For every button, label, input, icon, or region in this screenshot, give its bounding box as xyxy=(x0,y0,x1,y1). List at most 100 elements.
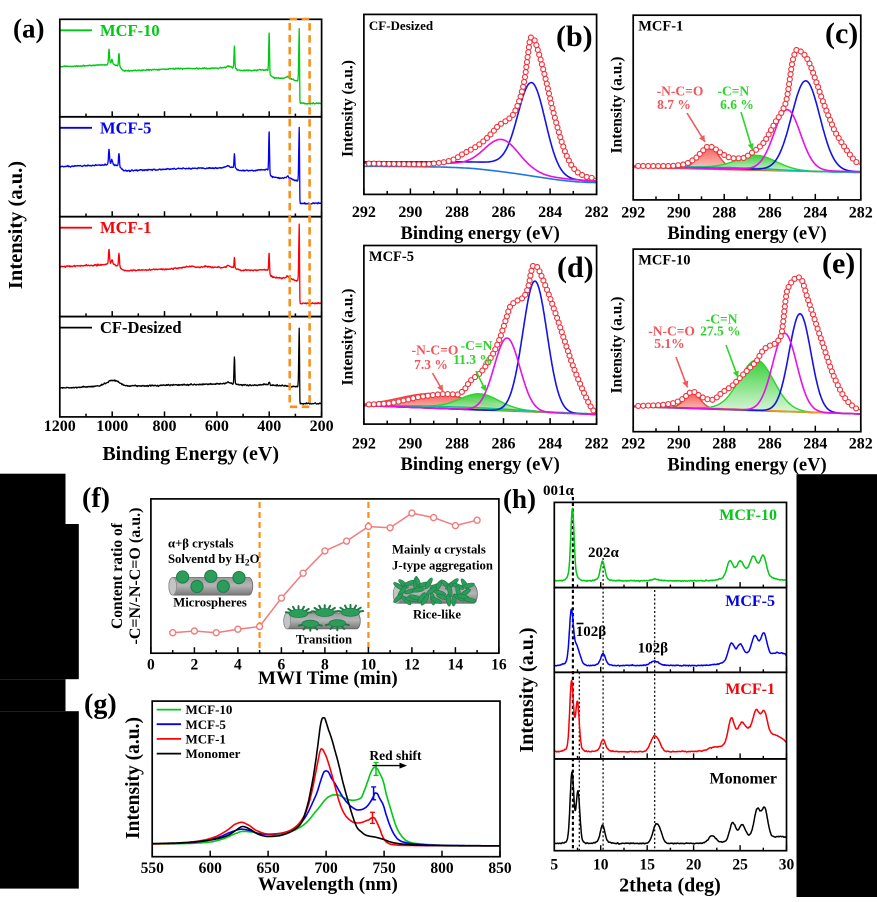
svg-text:20: 20 xyxy=(686,857,702,874)
svg-text:282: 282 xyxy=(849,204,873,221)
svg-text:550: 550 xyxy=(141,860,165,877)
svg-text:(a): (a) xyxy=(13,14,44,44)
svg-text:Intensity (a.u.): Intensity (a.u.) xyxy=(339,60,356,157)
svg-text:282: 282 xyxy=(849,436,873,453)
svg-text:14: 14 xyxy=(448,657,464,674)
svg-text:MWI Time (min): MWI Time (min) xyxy=(258,668,398,689)
svg-text:Intensity (a.u.): Intensity (a.u.) xyxy=(516,627,538,752)
svg-text:MCF-5: MCF-5 xyxy=(369,249,414,265)
svg-text:MCF-5: MCF-5 xyxy=(186,717,227,732)
svg-text:Red shift: Red shift xyxy=(369,748,422,763)
svg-text:600: 600 xyxy=(199,860,223,877)
svg-text:282: 282 xyxy=(585,435,609,452)
svg-text:Rice-like: Rice-like xyxy=(413,607,461,621)
svg-text:284: 284 xyxy=(803,204,827,221)
svg-text:Binding energy (eV): Binding energy (eV) xyxy=(401,224,560,244)
svg-text:Intensity (a.u.): Intensity (a.u.) xyxy=(609,297,626,394)
svg-text:292: 292 xyxy=(621,436,645,453)
svg-text:Transition: Transition xyxy=(296,633,352,647)
svg-text:5: 5 xyxy=(550,857,558,874)
svg-text:MCF-5: MCF-5 xyxy=(725,593,775,610)
svg-text:16: 16 xyxy=(491,657,507,674)
svg-text:Binding energy (eV): Binding energy (eV) xyxy=(667,224,826,244)
svg-text:288: 288 xyxy=(712,436,736,453)
svg-text:7.3 %: 7.3 % xyxy=(414,357,448,372)
svg-text:(g): (g) xyxy=(84,689,117,720)
svg-text:CF-Desized: CF-Desized xyxy=(369,18,434,33)
svg-text:400: 400 xyxy=(257,418,281,435)
svg-text:(h): (h) xyxy=(503,484,536,514)
svg-text:MCF-1: MCF-1 xyxy=(186,731,226,746)
svg-text:25: 25 xyxy=(732,857,748,874)
svg-text:284: 284 xyxy=(538,204,562,221)
svg-text:2theta (deg): 2theta (deg) xyxy=(619,875,721,897)
svg-text:284: 284 xyxy=(803,436,827,453)
svg-text:4: 4 xyxy=(234,657,242,674)
svg-text:286: 286 xyxy=(758,436,782,453)
svg-text:MCF-1: MCF-1 xyxy=(725,681,775,698)
svg-text:(d): (d) xyxy=(557,251,594,284)
svg-text:J-type aggregation: J-type aggregation xyxy=(392,559,493,573)
svg-text:292: 292 xyxy=(352,435,376,452)
svg-text:292: 292 xyxy=(352,204,376,221)
svg-text:800: 800 xyxy=(430,860,454,877)
svg-text:(e): (e) xyxy=(822,247,855,280)
svg-text:Binding energy (eV): Binding energy (eV) xyxy=(667,455,826,475)
svg-text:12: 12 xyxy=(404,657,420,674)
svg-text:1200: 1200 xyxy=(44,418,76,435)
svg-text:Intensity (a.u.): Intensity (a.u.) xyxy=(123,717,144,839)
svg-text:CF-Desized: CF-Desized xyxy=(100,318,182,337)
svg-text:MCF-10: MCF-10 xyxy=(638,253,690,269)
svg-text:284: 284 xyxy=(538,435,562,452)
svg-text:Content ratio of: Content ratio of xyxy=(109,522,126,629)
svg-text:Microspheres: Microspheres xyxy=(173,596,247,610)
svg-text:288: 288 xyxy=(445,435,469,452)
svg-text:-N-C=O: -N-C=O xyxy=(412,343,459,358)
svg-text:850: 850 xyxy=(488,860,512,877)
svg-text:Intensity (a.u.): Intensity (a.u.) xyxy=(609,57,626,154)
svg-text:30: 30 xyxy=(779,857,795,874)
svg-text:286: 286 xyxy=(758,204,782,221)
svg-text:6.6 %: 6.6 % xyxy=(720,97,754,112)
svg-text:290: 290 xyxy=(398,204,422,221)
svg-text:102β: 102β xyxy=(638,641,669,657)
svg-text:290: 290 xyxy=(398,435,422,452)
svg-text:α+β crystals: α+β crystals xyxy=(168,537,234,551)
svg-text:(c): (c) xyxy=(825,17,858,50)
svg-text:11.3 %: 11.3 % xyxy=(453,352,493,367)
svg-text:MCF-10: MCF-10 xyxy=(719,507,777,524)
svg-text:202α: 202α xyxy=(588,545,620,561)
svg-text:Monomer: Monomer xyxy=(709,771,777,788)
svg-text:MCF-10: MCF-10 xyxy=(186,702,233,717)
svg-text:27.5 %: 27.5 % xyxy=(700,324,741,339)
svg-text:2: 2 xyxy=(191,657,199,674)
svg-text:15: 15 xyxy=(639,857,655,874)
svg-text:Mainly α crystals: Mainly α crystals xyxy=(392,543,486,557)
svg-text:102β: 102β xyxy=(576,624,607,640)
svg-text:200: 200 xyxy=(310,418,334,435)
svg-text:MCF-10: MCF-10 xyxy=(100,21,160,40)
svg-text:282: 282 xyxy=(585,204,609,221)
svg-text:800: 800 xyxy=(153,418,177,435)
svg-text:-C=N: -C=N xyxy=(461,338,493,353)
svg-text:Intensity (a.u.): Intensity (a.u.) xyxy=(5,161,27,289)
svg-text:1000: 1000 xyxy=(96,418,128,435)
svg-text:-C=N/-N-C=O (a.u.): -C=N/-N-C=O (a.u.) xyxy=(127,508,144,645)
svg-text:MCF-1: MCF-1 xyxy=(100,218,151,237)
svg-text:Binding energy (eV): Binding energy (eV) xyxy=(401,455,560,475)
svg-text:Wavelength (nm): Wavelength (nm) xyxy=(258,874,398,895)
svg-text:5.1%: 5.1% xyxy=(654,336,684,351)
svg-text:286: 286 xyxy=(492,435,516,452)
svg-text:290: 290 xyxy=(667,204,691,221)
svg-text:288: 288 xyxy=(712,204,736,221)
svg-text:288: 288 xyxy=(445,204,469,221)
svg-text:Monomer: Monomer xyxy=(186,746,241,761)
svg-text:MCF-5: MCF-5 xyxy=(100,118,151,137)
svg-text:Intensity (a.u.): Intensity (a.u.) xyxy=(339,289,356,386)
svg-text:8.7 %: 8.7 % xyxy=(657,97,691,112)
svg-text:(f): (f) xyxy=(82,483,110,514)
svg-text:10: 10 xyxy=(593,857,609,874)
svg-text:286: 286 xyxy=(492,204,516,221)
svg-text:Binding Energy (eV): Binding Energy (eV) xyxy=(102,443,279,465)
svg-text:292: 292 xyxy=(621,204,645,221)
